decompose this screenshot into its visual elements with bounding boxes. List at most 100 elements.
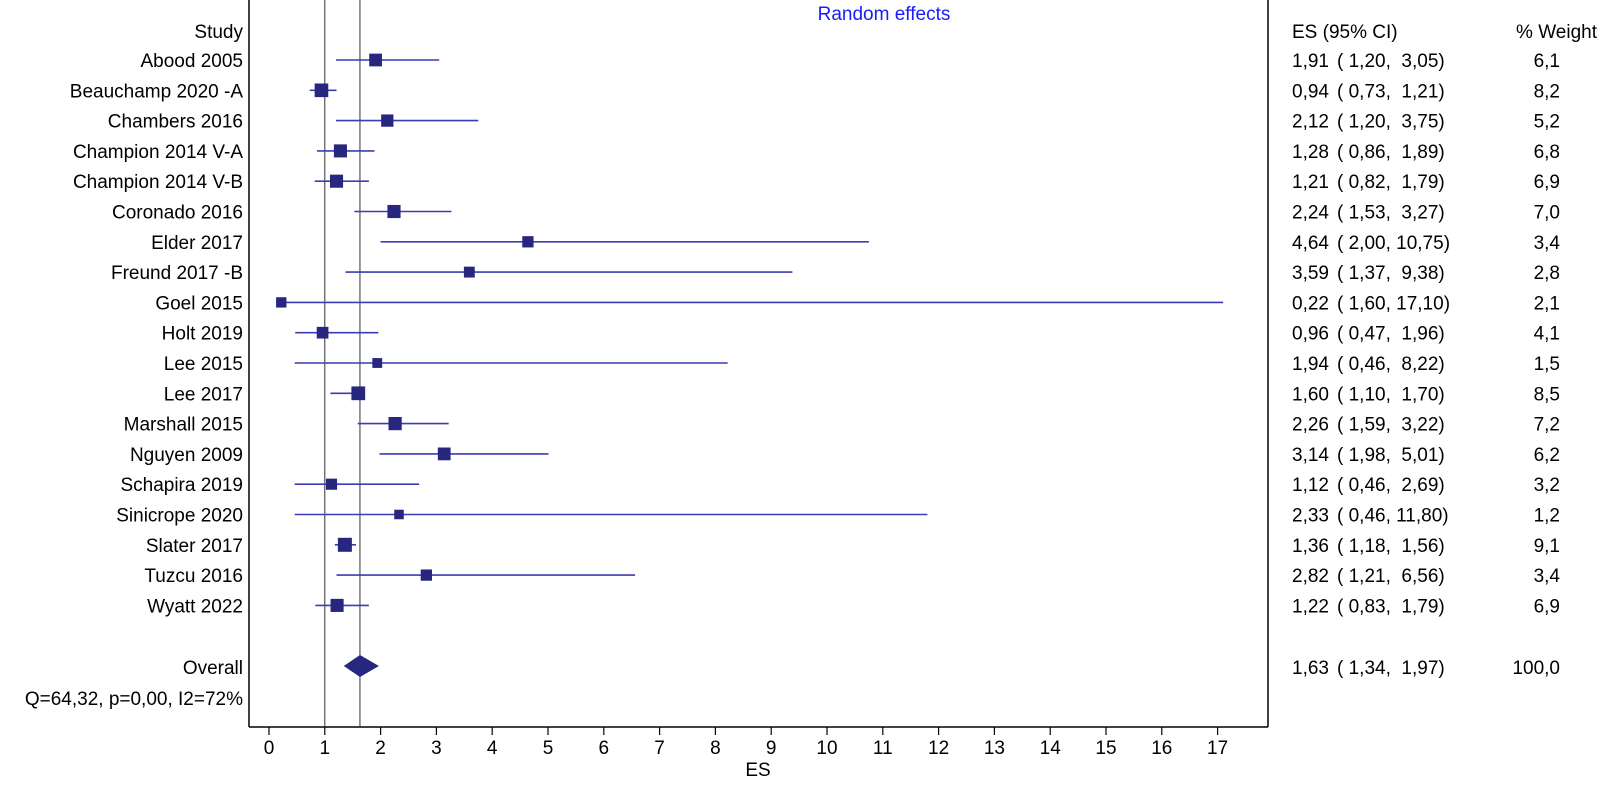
study-weight: 6,9 [1534,172,1560,193]
study-weight: 4,1 [1534,324,1560,345]
study-ci: ( 0,86, 1,89) [1337,142,1445,163]
study-es: 2,24 [1292,203,1329,224]
effect-marker [316,326,329,339]
study-weight: 8,5 [1534,384,1560,405]
effect-marker [369,53,382,67]
study-ci: ( 0,46, 8,22) [1337,354,1445,375]
study-es: 4,64 [1292,233,1329,254]
study-weight: 3,4 [1534,566,1561,587]
study-es: 1,36 [1292,536,1329,557]
x-tick-label: 17 [1207,738,1228,759]
x-tick-label: 9 [766,738,777,759]
study-rows: Abood 2005 1,91 ( 1,20, 3,05) 6,1 Beauchamp … [70,51,1561,617]
x-tick-label: 12 [928,738,949,759]
x-tick-label: 7 [654,738,665,759]
study-ci: ( 1,60, 17,10) [1337,293,1450,314]
effect-marker [381,114,394,127]
study-weight: 6,1 [1534,51,1560,72]
study-ci: ( 1,10, 1,70) [1337,384,1445,405]
study-row: Elder 2017 4,64 ( 2,00, 10,75) 3,4 [151,233,1560,254]
study-weight: 9,1 [1534,536,1560,557]
x-tick-label: 0 [264,738,275,759]
x-tick-label: 5 [543,738,554,759]
study-row: Beauchamp 2020 -A 0,94 ( 0,73, 1,21) 8,2 [70,81,1560,102]
study-row: Champion 2014 V-B 1,21 ( 0,82, 1,79) 6,9 [73,172,1560,193]
x-tick-label: 2 [375,738,386,759]
study-row: Nguyen 2009 3,14 ( 1,98, 5,01) 6,2 [130,445,1560,466]
weight-column-header: % Weight [1516,22,1598,43]
study-es: 2,12 [1292,112,1329,133]
study-name: Lee 2015 [164,354,243,375]
x-tick-label: 13 [984,738,1005,759]
study-es: 0,22 [1292,293,1329,314]
study-row: Marshall 2015 2,26 ( 1,59, 3,22) 7,2 [124,415,1560,436]
study-name: Tuzcu 2016 [144,566,243,587]
study-es: 1,60 [1292,384,1329,405]
study-name: Champion 2014 V-B [73,172,243,193]
study-name: Coronado 2016 [112,203,243,224]
es-column-header: ES (95% CI) [1292,22,1398,43]
study-es: 3,59 [1292,263,1329,284]
study-ci: ( 2,00, 10,75) [1337,233,1450,254]
study-row: Lee 2017 1,60 ( 1,10, 1,70) 8,5 [164,384,1560,405]
study-row: Holt 2019 0,96 ( 0,47, 1,96) 4,1 [162,324,1560,345]
study-es: 2,26 [1292,415,1329,436]
study-name: Holt 2019 [162,324,243,345]
study-es: 0,96 [1292,324,1329,345]
effect-marker [463,266,475,278]
effect-marker [437,447,451,461]
study-weight: 1,5 [1534,354,1560,375]
study-ci: ( 1,20, 3,05) [1337,51,1445,72]
study-weight: 2,1 [1534,293,1560,314]
study-ci: ( 0,83, 1,79) [1337,596,1445,617]
study-es: 1,21 [1292,172,1329,193]
study-weight: 7,2 [1534,415,1560,436]
study-weight: 7,0 [1534,203,1560,224]
study-weight: 3,4 [1534,233,1561,254]
study-row: Coronado 2016 2,24 ( 1,53, 3,27) 7,0 [112,203,1560,224]
overall-weight: 100,0 [1512,658,1560,679]
study-row: Slater 2017 1,36 ( 1,18, 1,56) 9,1 [146,536,1560,557]
study-name: Beauchamp 2020 -A [70,81,244,102]
effect-marker [388,416,402,431]
x-tick-label: 6 [599,738,610,759]
study-name: Chambers 2016 [108,112,243,133]
study-name: Champion 2014 V-A [73,142,243,163]
study-es: 2,33 [1292,506,1329,527]
study-row: Lee 2015 1,94 ( 0,46, 8,22) 1,5 [164,354,1560,375]
study-ci: ( 1,59, 3,22) [1337,415,1445,436]
study-row: Tuzcu 2016 2,82 ( 1,21, 6,56) 3,4 [144,566,1560,587]
x-axis-label: ES [745,760,770,781]
study-ci: ( 1,37, 9,38) [1337,263,1445,284]
study-weight: 1,2 [1534,506,1560,527]
study-ci: ( 1,18, 1,56) [1337,536,1445,557]
effect-marker [314,83,329,98]
effect-marker [276,297,287,308]
effect-marker [394,509,404,520]
x-tick-label: 11 [873,738,893,759]
overall-diamond [343,655,379,677]
study-name: Schapira 2019 [120,475,243,496]
study-row: Wyatt 2022 1,22 ( 0,83, 1,79) 6,9 [147,596,1560,617]
study-weight: 5,2 [1534,112,1560,133]
study-ci: ( 1,53, 3,27) [1337,203,1445,224]
study-row: Goel 2015 0,22 ( 1,60, 17,10) 2,1 [155,293,1560,314]
x-tick-label: 1 [320,738,331,759]
study-es: 0,94 [1292,81,1329,102]
overall-es: 1,63 [1292,658,1329,679]
effect-marker [330,598,344,612]
study-name: Sinicrope 2020 [116,506,243,527]
study-row: Abood 2005 1,91 ( 1,20, 3,05) 6,1 [141,51,1561,72]
study-ci: ( 0,73, 1,21) [1337,81,1445,102]
effect-marker [387,204,401,219]
x-tick-label: 8 [710,738,721,759]
study-ci: ( 0,47, 1,96) [1337,324,1445,345]
study-row: Sinicrope 2020 2,33 ( 0,46, 11,80) 1,2 [116,506,1560,527]
study-weight: 6,2 [1534,445,1560,466]
effect-marker [329,174,344,188]
study-name: Nguyen 2009 [130,445,243,466]
x-tick-label: 14 [1040,738,1062,759]
x-tick-label: 3 [431,738,442,759]
study-es: 1,22 [1292,596,1329,617]
